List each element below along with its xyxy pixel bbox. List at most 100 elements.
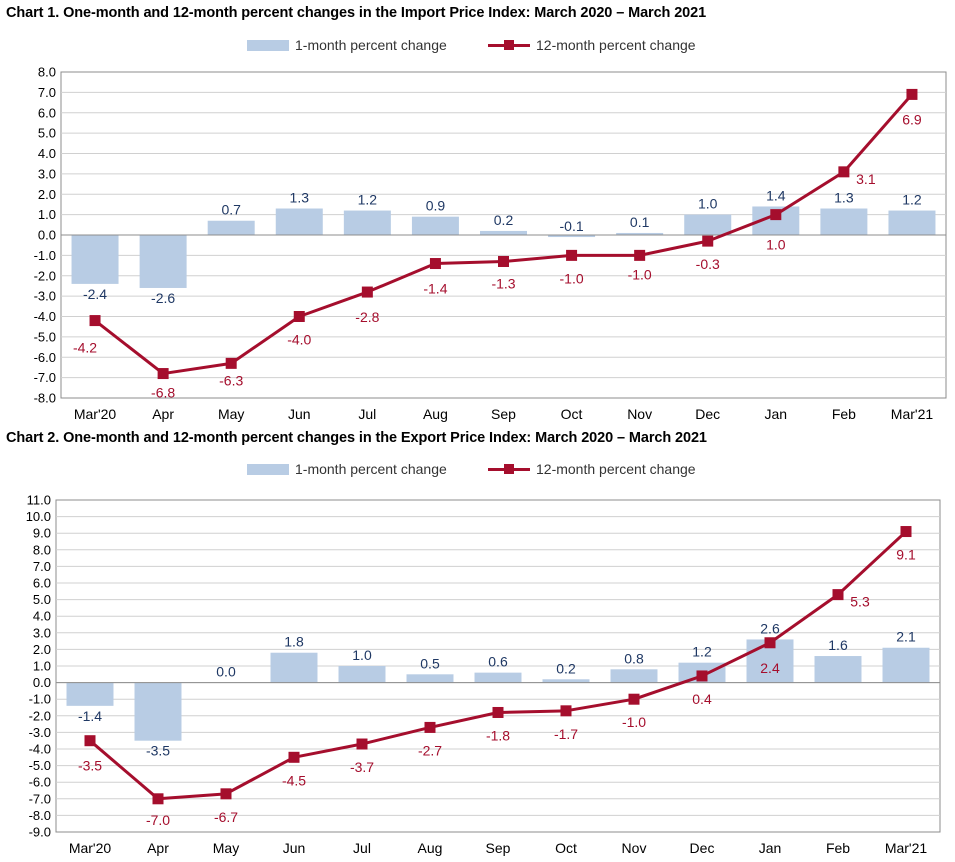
line-marker <box>498 255 509 267</box>
line-data-label: -2.8 <box>355 309 379 325</box>
bar <box>134 682 182 741</box>
x-tick-label: Oct <box>561 406 583 422</box>
legend-label: 1-month percent change <box>295 37 447 53</box>
line-data-label: 6.9 <box>902 111 922 127</box>
line-marker <box>89 315 101 327</box>
y-tick-label: 2.0 <box>33 642 51 657</box>
y-tick-label: -1.0 <box>29 692 51 707</box>
y-tick-label: 0.0 <box>38 228 56 243</box>
x-tick-label: Jun <box>288 406 311 422</box>
x-tick-label: May <box>218 406 244 422</box>
x-tick-label: Jul <box>358 406 376 422</box>
chart-title: Chart 1. One-month and 12-month percent … <box>6 5 707 21</box>
line-marker <box>838 166 850 178</box>
export-price-chart: Chart 2. One-month and 12-month percent … <box>0 428 955 862</box>
bar <box>411 216 459 235</box>
line-data-label: 2.4 <box>760 660 780 676</box>
x-tick-label: Sep <box>491 406 516 422</box>
bar-data-label: 1.8 <box>284 634 304 650</box>
x-tick-label: Feb <box>826 840 850 856</box>
line-marker <box>832 589 844 601</box>
bar-data-label: 0.9 <box>426 198 446 214</box>
y-tick-label: -3.0 <box>29 725 51 740</box>
line-marker <box>293 311 305 322</box>
bar-data-label: -3.5 <box>146 743 170 759</box>
line-data-label: 3.1 <box>856 171 876 187</box>
line-marker <box>900 526 912 538</box>
bar <box>888 210 936 235</box>
x-tick-label: Nov <box>627 406 652 422</box>
x-tick-label: Mar'20 <box>69 840 112 856</box>
line-data-label: -1.3 <box>491 275 515 291</box>
x-tick-label: Jun <box>283 840 306 856</box>
y-tick-label: 7.0 <box>38 85 56 100</box>
y-tick-label: 7.0 <box>33 559 51 574</box>
line-data-label: -1.7 <box>554 726 578 742</box>
line-data-label: -6.3 <box>219 372 243 388</box>
x-tick-label: Feb <box>832 406 856 422</box>
line-marker <box>429 258 441 270</box>
y-tick-label: 3.0 <box>38 166 56 181</box>
y-tick-label: 0.0 <box>33 675 51 690</box>
y-tick-label: 11.0 <box>27 493 51 508</box>
y-tick-label: -4.0 <box>29 742 51 757</box>
line-data-label: -0.3 <box>696 256 720 272</box>
y-tick-label: 8.0 <box>33 542 51 557</box>
bar-data-label: 1.2 <box>358 192 378 208</box>
y-tick-label: 6.0 <box>38 105 56 120</box>
bar-data-label: 0.2 <box>556 660 576 676</box>
y-tick-label: -9.0 <box>29 825 51 840</box>
legend-line-swatch <box>488 463 530 474</box>
x-tick-label: Aug <box>423 406 448 422</box>
y-tick-label: 9.0 <box>33 526 51 541</box>
x-tick-label: Aug <box>418 840 443 856</box>
line-data-label: -1.4 <box>423 281 447 297</box>
y-tick-label: 3.0 <box>33 625 51 640</box>
y-tick-label: 1.0 <box>33 659 51 674</box>
bar-data-label: 2.1 <box>896 629 916 645</box>
y-tick-label: -7.0 <box>34 370 56 385</box>
bar-data-label: 0.1 <box>630 214 650 230</box>
legend-item-line: 12-month percent change <box>488 461 696 477</box>
bar <box>139 235 187 288</box>
x-tick-label: Mar'21 <box>885 840 928 856</box>
bar-data-label: 1.3 <box>290 190 310 206</box>
y-tick-label: -5.0 <box>34 329 56 344</box>
bar <box>406 674 454 683</box>
y-tick-label: -2.0 <box>34 268 56 283</box>
bar-data-label: -2.4 <box>83 286 107 302</box>
bar <box>820 208 868 235</box>
x-tick-label: Dec <box>695 406 720 422</box>
line-data-label: 0.4 <box>692 691 712 707</box>
legend-label: 12-month percent change <box>536 461 696 477</box>
import-price-chart: Chart 1. One-month and 12-month percent … <box>0 0 955 428</box>
bar-data-label: 0.8 <box>624 650 644 666</box>
bar <box>275 208 323 235</box>
bar-data-label: 1.0 <box>698 196 718 212</box>
line-marker <box>220 788 232 800</box>
bar <box>610 669 658 683</box>
legend-item-bar: 1-month percent change <box>247 461 447 477</box>
legend-item-line: 12-month percent change <box>488 37 696 53</box>
line-data-label: -7.0 <box>146 812 170 828</box>
bar-data-label: 0.5 <box>420 655 440 671</box>
bar-data-label: 1.0 <box>352 647 372 663</box>
bar-data-label: 1.6 <box>828 637 848 653</box>
line-data-label: -6.8 <box>151 385 175 401</box>
line-data-label: -1.0 <box>622 714 646 730</box>
plot-area: 11.010.09.08.07.06.05.04.03.02.01.00.0-1… <box>26 493 941 856</box>
line-marker <box>424 721 436 733</box>
y-tick-label: 10.0 <box>26 509 51 524</box>
bar-data-label: -0.1 <box>560 218 584 234</box>
y-tick-label: 4.0 <box>38 146 56 161</box>
y-tick-label: -3.0 <box>34 289 56 304</box>
x-tick-label: Oct <box>555 840 577 856</box>
line-marker <box>152 793 164 805</box>
bar-data-label: 1.3 <box>834 190 854 206</box>
x-tick-label: Jan <box>765 406 788 422</box>
plot-area: 8.0 7.0 6.0 5.0 4.0 3.0 2.0 1.0 0.0 -1.0 -2.0 -3.0 -… <box>34 65 947 422</box>
y-tick-label: -6.0 <box>29 775 51 790</box>
x-tick-label: Dec <box>690 840 715 856</box>
bar <box>814 656 862 683</box>
legend-label: 12-month percent change <box>536 37 696 53</box>
